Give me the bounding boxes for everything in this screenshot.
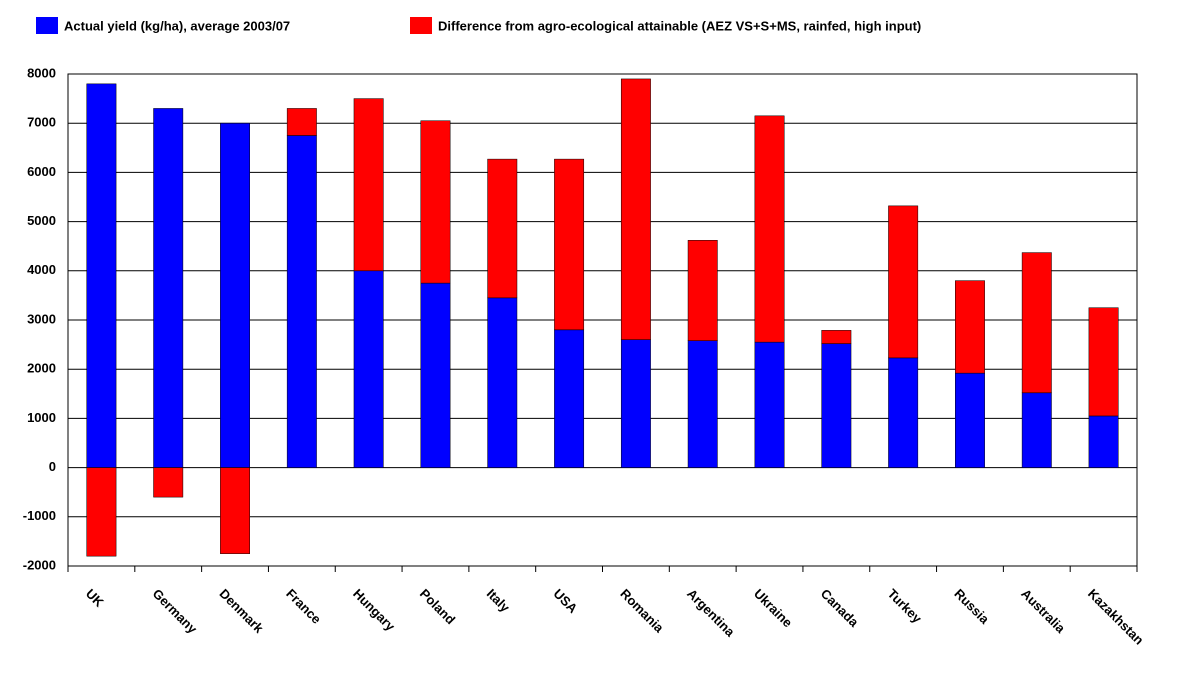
bar bbox=[687, 240, 718, 341]
bar bbox=[554, 158, 585, 331]
y-tick-label: 0 bbox=[49, 459, 56, 474]
y-tick-label: 3000 bbox=[27, 311, 56, 326]
legend-swatch bbox=[410, 17, 432, 34]
x-tick-label: USA bbox=[551, 586, 581, 616]
bar bbox=[955, 280, 985, 374]
bar bbox=[1088, 307, 1119, 417]
x-tick-label: Kazakhstan bbox=[1085, 586, 1147, 648]
x-tick-label: UK bbox=[83, 586, 107, 610]
bar bbox=[353, 270, 384, 468]
y-tick-label: 1000 bbox=[27, 410, 56, 425]
bar bbox=[554, 329, 585, 468]
bar bbox=[220, 122, 250, 468]
y-tick-label: 5000 bbox=[27, 213, 56, 228]
x-tick-label: France bbox=[283, 586, 324, 627]
bar bbox=[821, 330, 852, 344]
y-tick-label: 2000 bbox=[27, 361, 56, 376]
y-tick-label: -1000 bbox=[23, 508, 56, 523]
legend-swatch bbox=[36, 17, 58, 34]
bar bbox=[821, 343, 852, 468]
y-tick-label: -2000 bbox=[23, 557, 56, 572]
bar bbox=[86, 467, 117, 557]
bar bbox=[754, 341, 785, 468]
x-tick-label: Australia bbox=[1018, 586, 1068, 636]
x-tick-label: Hungary bbox=[350, 586, 398, 634]
bar bbox=[420, 120, 451, 284]
bar bbox=[487, 297, 518, 468]
legend-label: Difference from agro-ecological attainab… bbox=[438, 18, 921, 33]
bar bbox=[487, 158, 518, 299]
bar bbox=[220, 467, 250, 554]
bar bbox=[1021, 252, 1052, 394]
x-tick-label: Germany bbox=[150, 586, 201, 637]
bar bbox=[420, 282, 451, 468]
bar bbox=[955, 372, 985, 468]
bar bbox=[286, 108, 317, 136]
y-tick-label: 4000 bbox=[27, 262, 56, 277]
x-tick-label: Argentina bbox=[684, 586, 738, 640]
bar bbox=[86, 83, 117, 468]
x-tick-label: Turkey bbox=[885, 586, 926, 627]
bar bbox=[620, 339, 651, 468]
bar bbox=[754, 115, 785, 343]
y-tick-label: 6000 bbox=[27, 164, 56, 179]
x-tick-label: Poland bbox=[417, 586, 458, 627]
bar bbox=[888, 357, 919, 468]
bar bbox=[888, 205, 919, 359]
bar bbox=[620, 78, 651, 340]
bar bbox=[153, 108, 184, 468]
x-tick-label: Italy bbox=[484, 586, 514, 616]
legend-label: Actual yield (kg/ha), average 2003/07 bbox=[64, 18, 290, 33]
bar bbox=[153, 467, 184, 498]
x-tick-label: Russia bbox=[951, 586, 992, 627]
x-tick-label: Romania bbox=[617, 586, 667, 636]
bar bbox=[687, 340, 718, 468]
bar bbox=[286, 135, 317, 468]
x-tick-label: Canada bbox=[818, 586, 862, 630]
y-tick-label: 8000 bbox=[27, 65, 56, 80]
bar bbox=[1021, 392, 1052, 468]
x-tick-label: Ukraine bbox=[751, 586, 795, 630]
bar bbox=[353, 98, 384, 272]
x-tick-label: Denmark bbox=[216, 586, 266, 636]
bar bbox=[1088, 415, 1119, 468]
y-tick-label: 7000 bbox=[27, 115, 56, 130]
